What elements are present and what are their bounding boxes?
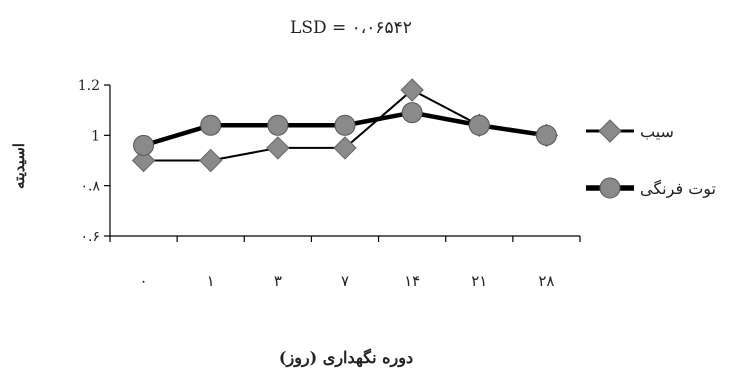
legend-marker-2 — [599, 177, 621, 199]
y-tick-label: ۰.۶ — [81, 229, 101, 245]
series-1-point — [333, 136, 357, 160]
series-2-point — [535, 124, 557, 146]
x-tick-label: ۲۱ — [471, 272, 487, 290]
y-tick-label: ۰.۸ — [81, 179, 101, 195]
series-2-point — [133, 134, 155, 156]
series-1-point — [199, 148, 223, 173]
series-1-point — [266, 136, 290, 160]
series-2-point — [267, 114, 289, 136]
series-2-point — [334, 114, 356, 136]
x-tick-label: ۷ — [341, 272, 349, 290]
series-1-point — [400, 78, 424, 102]
x-axis-label: دوره نگهداری (روز) — [279, 348, 413, 368]
legend-marker-1 — [598, 119, 622, 143]
legend-label-2: توت فرنگی — [640, 179, 716, 198]
chart-title: LSD = ۰،۰۶۵۴۲ — [290, 18, 412, 38]
y-tick-label: 1 — [91, 128, 100, 144]
x-tick-label: ۳ — [274, 272, 282, 290]
y-tick-label: 1.2 — [78, 78, 100, 94]
legend-label-1: سیب — [640, 122, 674, 141]
y-axis-label: اسیدیته — [10, 143, 28, 189]
x-tick-label: ۱۴ — [404, 272, 420, 290]
x-tick-label: ۰ — [140, 272, 148, 290]
series-2-point — [401, 102, 423, 124]
x-tick-label: ۲۸ — [538, 272, 554, 290]
x-tick-label: ۱ — [207, 272, 215, 290]
series-2-point — [200, 114, 222, 136]
series-2-point — [468, 114, 490, 136]
series-1-point — [131, 148, 156, 173]
